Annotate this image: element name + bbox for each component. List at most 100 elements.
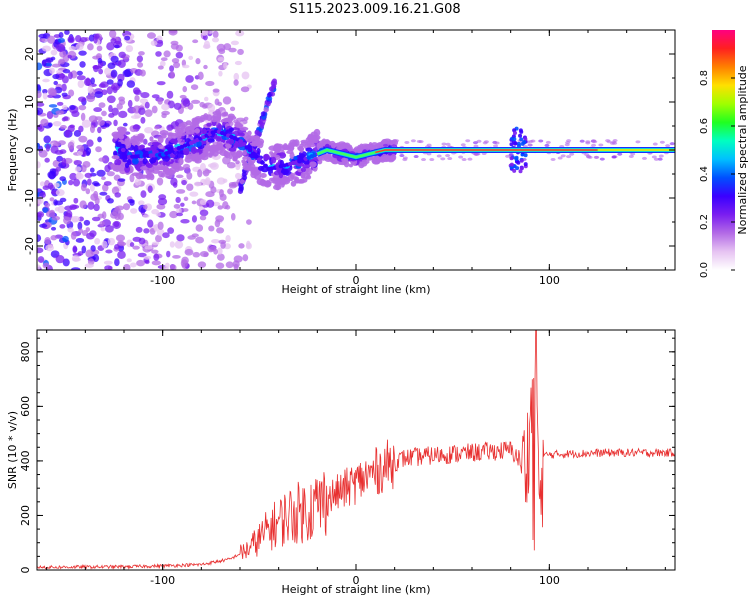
heat-cell xyxy=(135,226,143,233)
heat-cell xyxy=(55,189,65,196)
heat-cell xyxy=(598,143,604,147)
colorbar-label: Normalized spectral amplitude xyxy=(736,65,749,234)
heat-cell xyxy=(158,170,164,178)
heat-cell xyxy=(89,184,95,192)
heat-cell xyxy=(81,150,87,157)
heat-cell xyxy=(103,260,113,265)
heat-cell xyxy=(71,217,78,223)
heat-cell xyxy=(116,103,123,110)
heat-cell xyxy=(63,116,69,121)
heat-cell xyxy=(107,62,116,69)
heat-cell xyxy=(61,105,68,110)
heat-cell xyxy=(140,92,150,99)
heat-cell xyxy=(210,115,219,123)
heat-cell xyxy=(207,138,215,143)
heat-cell xyxy=(100,81,109,88)
heat-cell xyxy=(246,219,252,225)
heat-cell xyxy=(101,176,106,181)
heat-cell xyxy=(509,156,514,161)
heat-cell xyxy=(86,139,94,147)
heat-cell xyxy=(305,147,313,152)
heat-cell xyxy=(230,213,236,221)
heat-cell xyxy=(324,155,333,162)
heat-cell xyxy=(191,233,199,238)
heat-cell xyxy=(203,64,208,70)
heat-cell xyxy=(199,163,206,172)
x-tick-label: -100 xyxy=(150,574,175,587)
heat-cell xyxy=(37,256,45,263)
heat-cell xyxy=(67,227,74,233)
heat-cell xyxy=(216,227,225,234)
ridge-band xyxy=(375,149,598,154)
heat-cell xyxy=(206,122,212,127)
heat-cell xyxy=(151,249,159,254)
heat-cell xyxy=(182,86,188,93)
heat-cell xyxy=(199,251,209,258)
heat-cell xyxy=(77,221,83,231)
heat-cell xyxy=(289,152,295,160)
heat-cell xyxy=(184,248,194,256)
heat-cell xyxy=(293,155,298,161)
heat-cell xyxy=(138,107,146,116)
heat-cell xyxy=(410,139,416,143)
heat-cell xyxy=(234,122,243,128)
heat-cell xyxy=(98,157,106,162)
heat-cell xyxy=(114,44,120,49)
heat-cell xyxy=(233,263,239,270)
heat-cell xyxy=(483,140,489,144)
heat-cell xyxy=(44,202,51,208)
heat-cell xyxy=(140,116,146,124)
heat-cell xyxy=(239,126,249,131)
heat-cell xyxy=(229,106,236,112)
heat-cell xyxy=(136,55,144,63)
heat-cell xyxy=(426,143,432,147)
x-tick-label: -100 xyxy=(150,274,175,287)
heat-cell xyxy=(153,253,160,261)
heat-cell xyxy=(183,147,190,156)
heat-cell xyxy=(217,124,223,131)
heat-cell xyxy=(300,167,306,173)
heat-cell xyxy=(101,183,109,192)
heat-cell xyxy=(199,215,207,221)
heat-cell xyxy=(228,47,237,53)
heat-cell xyxy=(83,219,91,226)
heat-cell xyxy=(89,125,95,133)
heat-cell xyxy=(169,65,175,73)
heat-cell xyxy=(99,191,108,196)
heat-cell xyxy=(62,68,71,74)
heat-cell xyxy=(118,110,128,119)
heat-cell xyxy=(117,178,126,182)
heat-cell xyxy=(516,143,521,148)
heat-cell xyxy=(191,215,197,223)
heat-cell xyxy=(197,117,204,123)
colorbar-ticks: 0.0 0.2 0.4 0.6 0.8 xyxy=(699,70,735,278)
heat-cell xyxy=(519,137,524,142)
heat-cell xyxy=(178,157,184,166)
heat-cell xyxy=(225,234,231,243)
heat-cell xyxy=(313,128,321,137)
heat-cell xyxy=(142,158,148,165)
heat-cell xyxy=(170,177,178,186)
heat-cell xyxy=(387,155,393,159)
heat-cell xyxy=(205,80,215,87)
heat-cell xyxy=(157,65,164,70)
heat-cell xyxy=(115,234,126,242)
heat-cell xyxy=(508,153,514,157)
heat-cell xyxy=(256,157,262,162)
heat-cell xyxy=(309,161,317,168)
heat-cell xyxy=(143,255,152,260)
heat-cell xyxy=(42,78,50,83)
heat-cell xyxy=(138,200,145,206)
heat-cell xyxy=(113,150,118,157)
heat-cell xyxy=(217,57,225,62)
heat-cell xyxy=(465,139,471,143)
heat-cell xyxy=(185,75,194,83)
heat-cell xyxy=(39,38,46,43)
heat-cell xyxy=(108,104,113,113)
heat-cell xyxy=(233,255,243,263)
heat-cell xyxy=(51,91,58,96)
heat-cell xyxy=(215,262,225,269)
heat-cell xyxy=(222,96,232,105)
heat-cell xyxy=(137,252,147,258)
heat-cell xyxy=(237,132,245,137)
